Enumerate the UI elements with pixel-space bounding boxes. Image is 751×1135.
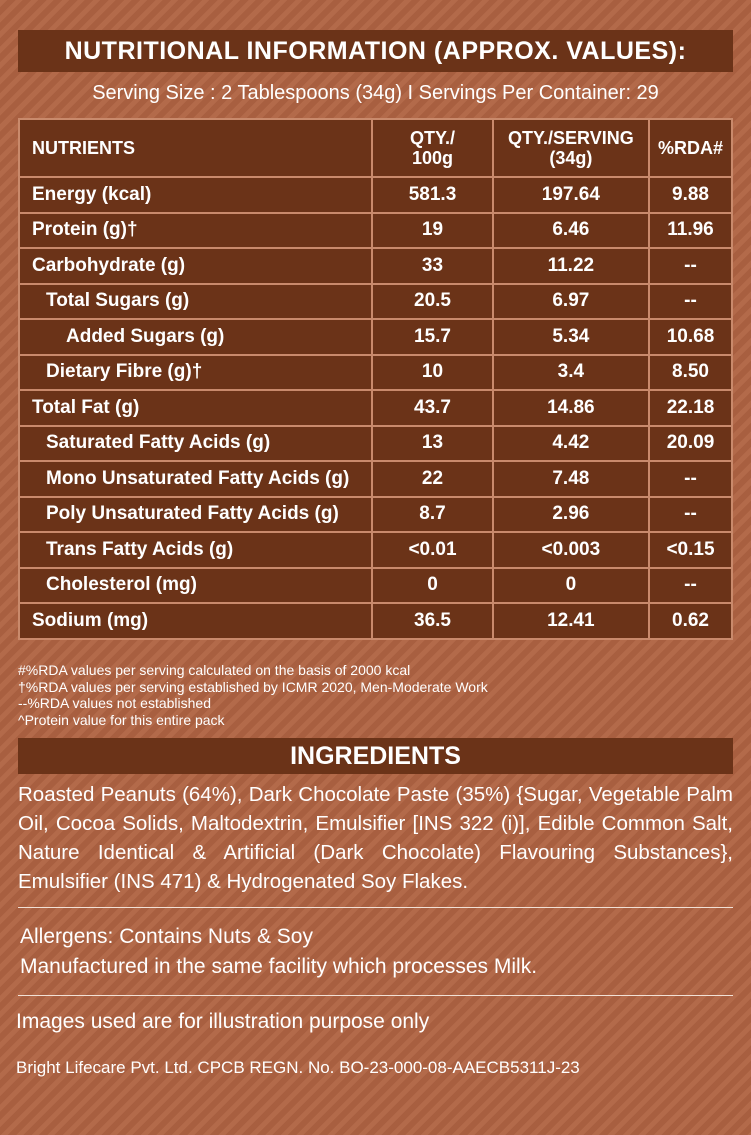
footnote: #%RDA values per serving calculated on t… <box>18 662 411 678</box>
table-row: Energy (kcal) 581.3 197.64 9.88 <box>17 176 734 214</box>
table-row: Cholesterol (mg) 0 0 -- <box>17 566 734 604</box>
qty-serving-value: 14.86 <box>491 389 650 427</box>
qty-100g-value: 36.5 <box>371 602 494 640</box>
qty-100g-value: 20.5 <box>371 282 494 320</box>
qty-100g-value: 15.7 <box>371 318 494 356</box>
qty-100g-value: 0 <box>371 566 494 604</box>
footnotes: #%RDA values per serving calculated on t… <box>18 662 733 728</box>
rda-value: 10.68 <box>647 318 734 356</box>
table-row: Sodium (mg) 36.5 12.41 0.62 <box>17 602 734 640</box>
qty-serving-value: 12.41 <box>491 602 650 640</box>
qty-100g-value: 581.3 <box>371 176 494 214</box>
nutrition-title-text: NUTRITIONAL INFORMATION (APPROX. VALUES)… <box>64 36 687 65</box>
rda-value: 0.62 <box>647 602 734 640</box>
illustration-note: Images used are for illustration purpose… <box>16 1010 430 1033</box>
nutrition-table: NUTRIENTS QTY./ 100g QTY./SERVING (34g) … <box>17 118 734 640</box>
table-row: Total Fat (g) 43.7 14.86 22.18 <box>17 389 734 427</box>
qty-serving-value: 7.48 <box>491 460 650 498</box>
nutrient-name: Protein (g)† <box>17 211 374 249</box>
nutrient-name: Dietary Fibre (g)† <box>17 353 374 391</box>
table-row: Dietary Fibre (g)† 10 3.4 8.50 <box>17 353 734 391</box>
rda-value: 11.96 <box>647 211 734 249</box>
table-row: Protein (g)† 19 6.46 11.96 <box>17 211 734 249</box>
qty-serving-value: 0 <box>491 566 650 604</box>
rda-value: -- <box>647 460 734 498</box>
table-row: Carbohydrate (g) 33 11.22 -- <box>17 247 734 285</box>
table-row: Poly Unsaturated Fatty Acids (g) 8.7 2.96-… <box>17 495 734 533</box>
nutrition-title: NUTRITIONAL INFORMATION (APPROX. VALUES)… <box>18 30 733 72</box>
facility-line: Manufactured in the same facility which … <box>20 955 538 978</box>
qty-serving-value: <0.003 <box>491 531 650 569</box>
qty-100g-value: 19 <box>371 211 494 249</box>
col-qty-serving: QTY./SERVING (34g) <box>491 118 650 178</box>
col-qty-100g: QTY./ 100g <box>371 118 494 178</box>
qty-serving-value: 3.4 <box>491 353 650 391</box>
nutrient-name: Energy (kcal) <box>17 176 374 214</box>
nutrient-name: Total Fat (g) <box>17 389 374 427</box>
divider <box>18 907 733 908</box>
table-row: Saturated Fatty Acids (g) 13 4.42 20.09 <box>17 424 734 462</box>
rda-value: 20.09 <box>647 424 734 462</box>
ingredients-title: INGREDIENTS <box>18 738 733 774</box>
registration-number: Bright Lifecare Pvt. Ltd. CPCB REGN. No.… <box>16 1058 580 1077</box>
footnote: --%RDA values not established <box>18 695 211 711</box>
qty-100g-value: 10 <box>371 353 494 391</box>
qty-serving-value: 6.46 <box>491 211 650 249</box>
ingredients-title-text: INGREDIENTS <box>290 741 461 770</box>
serving-size: Serving Size : 2 Tablespoons (34g) I Ser… <box>92 82 659 104</box>
ingredients-text: Roasted Peanuts (64%), Dark Chocolate Pa… <box>18 783 733 893</box>
qty-100g-value: 13 <box>371 424 494 462</box>
divider <box>18 995 733 996</box>
table-row: Total Sugars (g) 20.5 6.97 -- <box>17 282 734 320</box>
rda-value: 22.18 <box>647 389 734 427</box>
qty-serving-value: 2.96 <box>491 495 650 533</box>
table-row: Mono Unsaturated Fatty Acids (g) 22 7.48 -- <box>17 460 734 498</box>
table-row: Added Sugars (g) 15.7 5.34 10.68 <box>17 318 734 356</box>
qty-100g-value: 33 <box>371 247 494 285</box>
col-nutrients: NUTRIENTS <box>17 118 374 178</box>
qty-100g-value: 22 <box>371 460 494 498</box>
qty-serving-value: 11.22 <box>491 247 650 285</box>
nutrient-name: Cholesterol (mg) <box>17 566 374 604</box>
qty-serving-value: 5.34 <box>491 318 650 356</box>
allergen-info: Allergens: Contains Nuts & Soy Manufactu… <box>20 922 733 982</box>
rda-value: -- <box>647 247 734 285</box>
footnote: ^Protein value for this entire pack <box>18 711 225 728</box>
table-row: Trans Fatty Acids (g) <0.01 <0.003 <0.15 <box>17 531 734 569</box>
nutrient-name: Saturated Fatty Acids (g) <box>17 424 374 462</box>
qty-100g-value: 43.7 <box>371 389 494 427</box>
col-rda: %RDA# <box>647 118 734 178</box>
rda-value: 9.88 <box>647 176 734 214</box>
allergen-line: Allergens: Contains Nuts & Soy <box>20 925 313 948</box>
nutrient-name: Trans Fatty Acids (g) <box>17 531 374 569</box>
rda-value: <0.15 <box>647 531 734 569</box>
rda-value: -- <box>647 282 734 320</box>
footnote: †%RDA values per serving established by … <box>18 678 488 695</box>
nutrient-name: Total Sugars (g) <box>17 282 374 320</box>
nutrient-name: Poly Unsaturated Fatty Acids (g) <box>17 495 374 533</box>
rda-value: -- <box>647 495 734 533</box>
nutrient-name: Sodium (mg) <box>17 602 374 640</box>
qty-100g-value: 8.7 <box>371 495 494 533</box>
nutrient-name: Carbohydrate (g) <box>17 247 374 285</box>
qty-serving-value: 197.64 <box>491 176 650 214</box>
qty-100g-value: <0.01 <box>371 531 494 569</box>
rda-value: -- <box>647 566 734 604</box>
qty-serving-value: 6.97 <box>491 282 650 320</box>
qty-serving-value: 4.42 <box>491 424 650 462</box>
table-header-row: NUTRIENTS QTY./ 100g QTY./SERVING (34g) … <box>17 118 734 178</box>
rda-value: 8.50 <box>647 353 734 391</box>
nutrient-name: Added Sugars (g) <box>17 318 374 356</box>
nutrient-name: Mono Unsaturated Fatty Acids (g) <box>17 460 374 498</box>
